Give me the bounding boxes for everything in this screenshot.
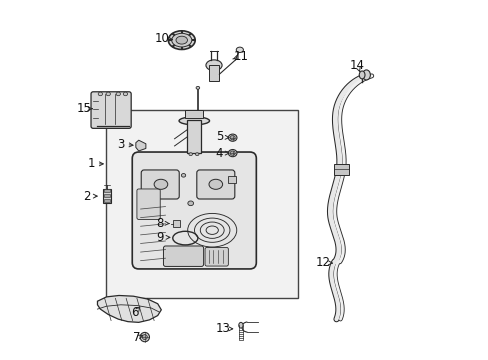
Ellipse shape (181, 174, 185, 177)
Text: 4: 4 (215, 147, 223, 159)
Ellipse shape (238, 322, 243, 328)
Ellipse shape (171, 33, 191, 47)
Bar (104, 189, 109, 192)
Ellipse shape (106, 92, 110, 96)
Ellipse shape (123, 92, 127, 96)
Text: 13: 13 (215, 322, 230, 335)
Text: 1: 1 (87, 157, 95, 170)
Ellipse shape (168, 31, 195, 49)
Ellipse shape (116, 92, 120, 96)
Bar (333, 164, 348, 175)
Text: 3: 3 (117, 138, 124, 150)
Text: 15: 15 (76, 102, 91, 115)
Bar (104, 199, 109, 202)
Bar (102, 189, 110, 203)
Ellipse shape (228, 134, 237, 141)
FancyBboxPatch shape (91, 92, 131, 129)
Text: 10: 10 (154, 32, 169, 45)
Bar (185, 110, 203, 118)
FancyBboxPatch shape (132, 152, 256, 269)
Ellipse shape (142, 334, 147, 339)
Ellipse shape (98, 92, 102, 96)
Ellipse shape (228, 149, 237, 157)
Text: 12: 12 (315, 256, 330, 269)
Text: 14: 14 (349, 59, 364, 72)
Polygon shape (136, 140, 145, 151)
Text: 6: 6 (131, 306, 139, 319)
FancyBboxPatch shape (204, 247, 228, 266)
Ellipse shape (196, 86, 199, 89)
Ellipse shape (208, 179, 222, 189)
Bar (104, 194, 109, 197)
Text: 7: 7 (133, 331, 141, 344)
Ellipse shape (140, 332, 149, 342)
Ellipse shape (195, 153, 199, 156)
Text: 9: 9 (156, 231, 163, 244)
Polygon shape (97, 296, 161, 322)
FancyBboxPatch shape (163, 246, 203, 266)
Bar (208, 65, 219, 81)
Bar (172, 220, 180, 227)
Ellipse shape (230, 135, 235, 140)
Ellipse shape (359, 71, 364, 79)
Ellipse shape (176, 36, 187, 44)
FancyBboxPatch shape (137, 189, 160, 220)
FancyBboxPatch shape (196, 170, 234, 199)
Ellipse shape (230, 151, 235, 155)
Text: 8: 8 (156, 216, 163, 230)
Ellipse shape (205, 60, 222, 71)
Ellipse shape (188, 153, 192, 156)
Ellipse shape (362, 70, 369, 80)
Text: 11: 11 (233, 50, 248, 63)
Text: 5: 5 (215, 130, 223, 144)
Text: 2: 2 (83, 190, 90, 203)
Ellipse shape (187, 201, 193, 206)
Bar (228, 176, 236, 183)
Bar (106, 110, 298, 298)
Ellipse shape (236, 47, 243, 53)
Ellipse shape (179, 117, 209, 125)
FancyBboxPatch shape (141, 170, 179, 199)
Bar (187, 120, 201, 153)
Ellipse shape (154, 179, 167, 189)
